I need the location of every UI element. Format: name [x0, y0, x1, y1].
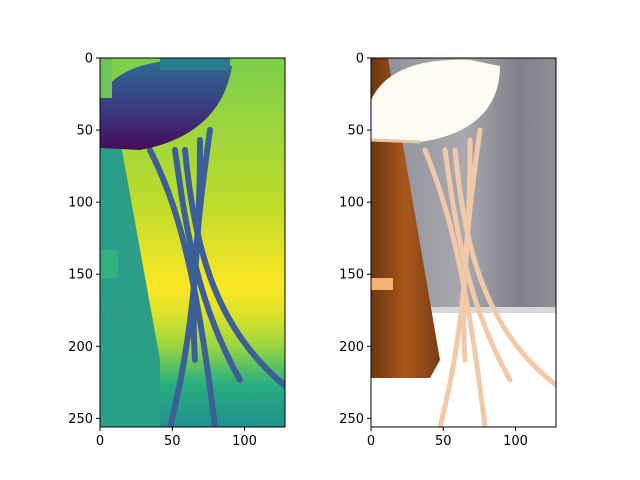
y-tick-label: 100: [339, 196, 364, 211]
x-tick-label: 0: [367, 434, 375, 449]
x-tick-label: 100: [503, 434, 528, 449]
y-tick-label: 200: [68, 340, 93, 355]
depth-map-frame: [99, 57, 286, 428]
y-tick-label: 50: [76, 124, 93, 139]
rgb-image-frame: [370, 57, 557, 428]
rgb-image-axes: 0 50 100 0 50 100 150 200 250: [339, 52, 528, 450]
depth-map-axes: 0 50 100 0 50 100 150 200 250: [68, 52, 257, 450]
x-tick-label: 100: [232, 434, 257, 449]
x-tick-label: 50: [164, 434, 181, 449]
y-tick-label: 0: [85, 52, 93, 67]
y-tick-label: 200: [339, 340, 364, 355]
depth-map-panel: 0 50 100 0 50 100 150 200 250: [68, 52, 286, 450]
y-tick-label: 150: [68, 268, 93, 283]
y-tick-label: 250: [339, 412, 364, 427]
y-tick-label: 150: [339, 268, 364, 283]
x-tick-label: 50: [435, 434, 452, 449]
y-tick-label: 50: [347, 124, 364, 139]
y-tick-label: 0: [356, 52, 364, 67]
rgb-image-panel: 0 50 100 0 50 100 150 200 250: [339, 52, 557, 450]
y-tick-label: 100: [68, 196, 93, 211]
rgb-image: [371, 58, 556, 427]
depth-map-image: [100, 58, 285, 427]
x-tick-label: 0: [96, 434, 104, 449]
y-tick-label: 250: [68, 412, 93, 427]
